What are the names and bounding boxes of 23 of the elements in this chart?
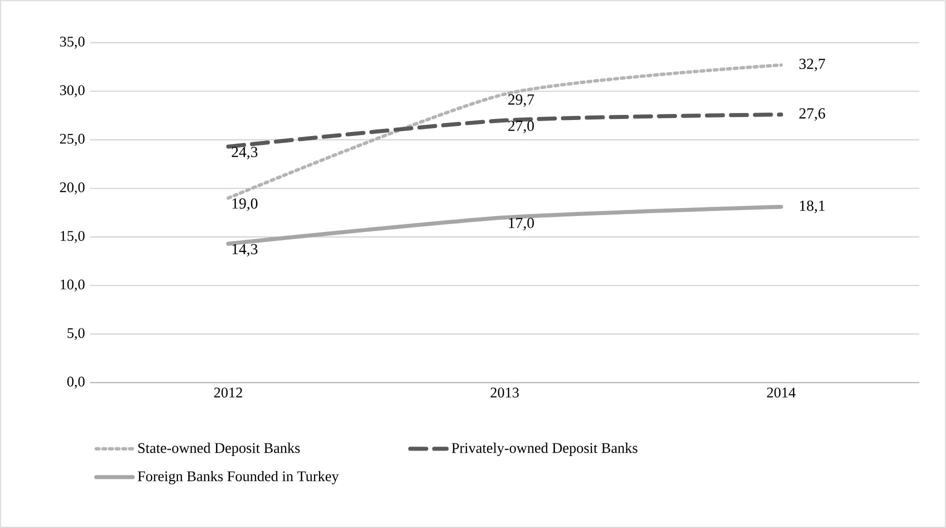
data-label: 29,7 xyxy=(508,94,534,107)
y-tick-label: 25,0 xyxy=(60,134,85,146)
x-tick-label: 2013 xyxy=(490,388,519,398)
legend-label: State-owned Deposit Banks xyxy=(138,442,300,456)
legend-label: Privately-owned Deposit Banks xyxy=(452,442,638,456)
data-label: 17,0 xyxy=(508,218,534,230)
y-tick-label: 5,0 xyxy=(68,328,85,340)
data-label: 27,0 xyxy=(508,120,534,134)
data-label: 19,0 xyxy=(232,198,258,211)
data-label: 27,6 xyxy=(799,108,826,121)
y-tick-label: 15,0 xyxy=(60,230,85,243)
y-tick-label: 10,0 xyxy=(60,280,85,292)
legend-label: Foreign Banks Founded in Turkey xyxy=(138,470,339,484)
data-label: 24,3 xyxy=(232,146,258,160)
y-tick-label: 30,0 xyxy=(60,85,85,98)
data-label: 14,3 xyxy=(232,244,258,257)
y-tick-label: 0,0 xyxy=(67,376,85,389)
y-tick-label: 35,0 xyxy=(60,36,85,49)
data-label: 18,1 xyxy=(800,200,825,214)
x-tick-label: 2012 xyxy=(214,388,242,398)
x-tick-label: 2014 xyxy=(767,388,796,398)
y-tick-label: 20,0 xyxy=(60,182,85,194)
data-label: 32,7 xyxy=(799,58,826,72)
